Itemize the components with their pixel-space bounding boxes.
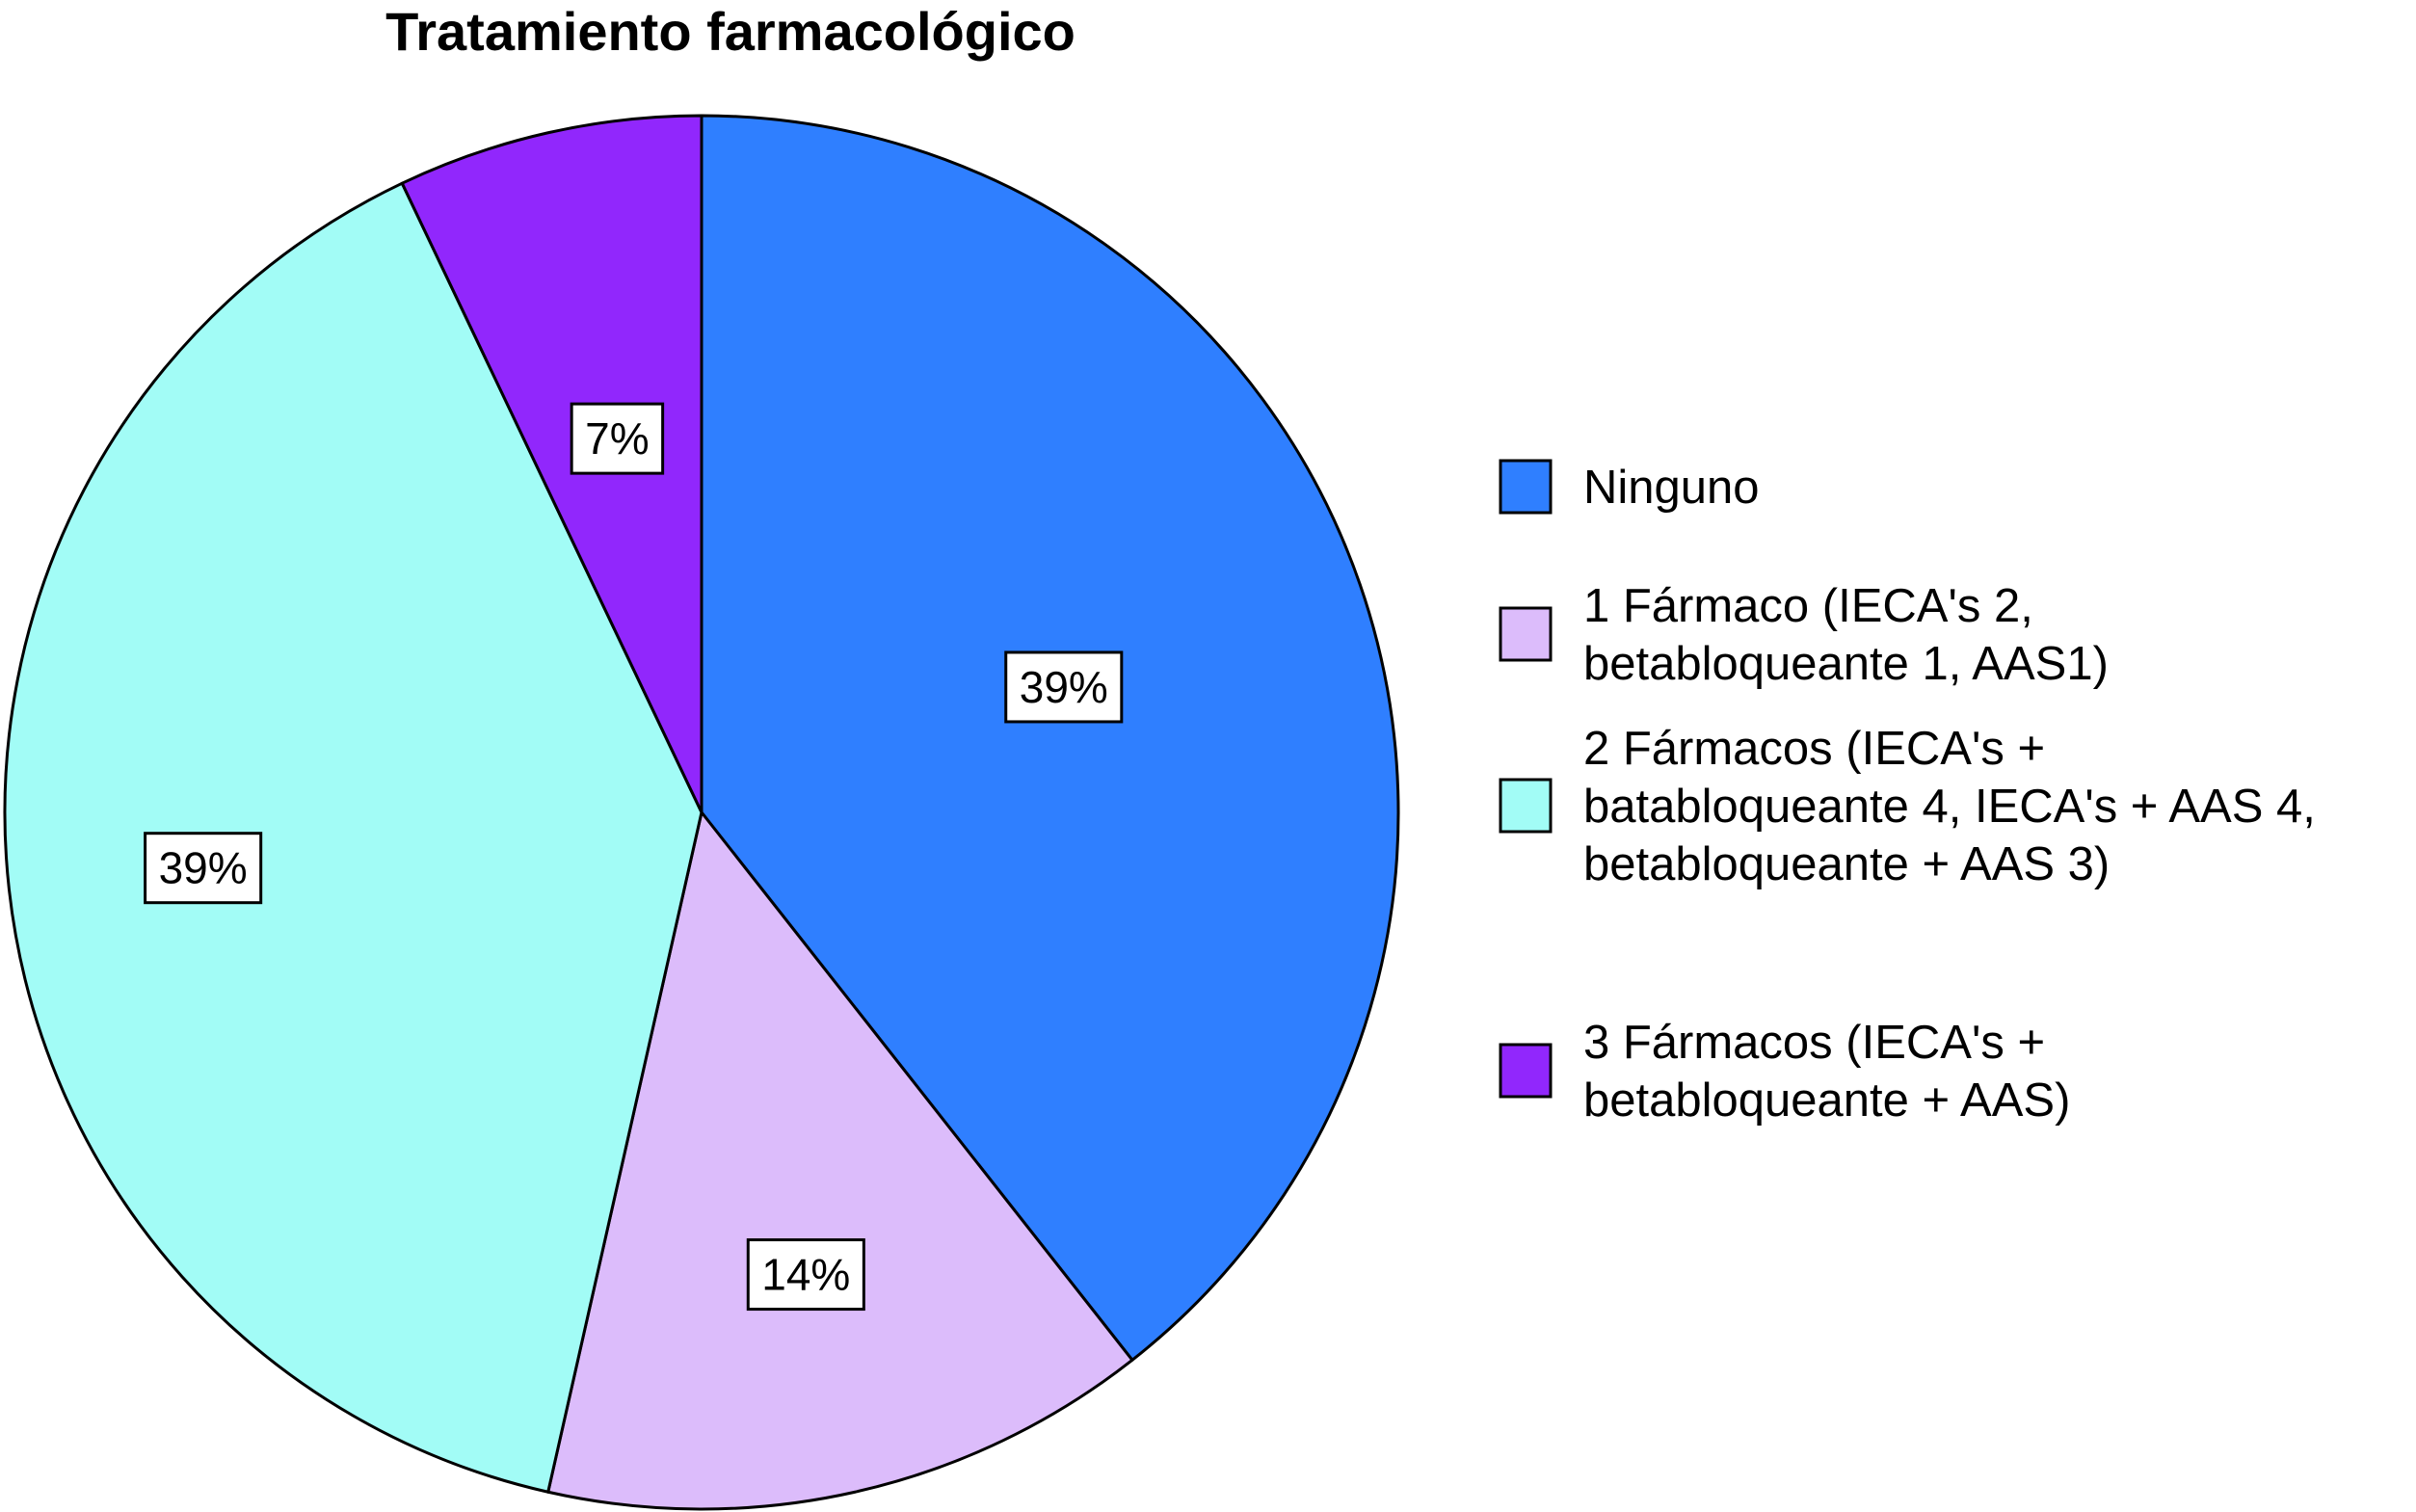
legend: Ninguno 1 Fármaco (IECA's 2, betabloqueant… [1499, 459, 2316, 1127]
pie-slice [700, 114, 1400, 1362]
slice-value-labels: 39% 14% 39% 7% [144, 402, 1124, 1312]
slice-value-text: 14% [761, 1250, 850, 1300]
slice-value-text: 39% [159, 843, 248, 893]
slice-value-text: 7% [585, 413, 649, 464]
slice-value-label: 7% [570, 402, 665, 475]
legend-entry: 1 Fármaco (IECA's 2, betabloqueante 1, AA… [1499, 580, 2109, 690]
pie-slice [546, 810, 1134, 1511]
slice-value-label: 39% [144, 832, 263, 905]
legend-label: 3 Fármacos (IECA's + [1583, 1017, 2045, 1069]
legend-swatch [1499, 778, 1553, 834]
pie-slice [3, 181, 704, 1494]
legend-label: betabloqueante + AAS 3) [1583, 838, 2110, 890]
slice-value-box [746, 1238, 865, 1312]
slice-value-text: 39% [1020, 662, 1108, 712]
legend-entry: Ninguno [1499, 459, 1760, 515]
legend-label: betabloqueante + AAS) [1583, 1074, 2070, 1127]
slice-value-box [144, 832, 263, 905]
pie-slices [3, 114, 1400, 1511]
slice-value-label: 14% [746, 1238, 865, 1312]
legend-entry: 3 Fármacos (IECA's +betabloqueante + AAS… [1499, 1017, 2070, 1127]
legend-label: Ninguno [1583, 462, 1760, 514]
legend-swatch [1499, 459, 1553, 515]
slice-value-box [1004, 650, 1124, 724]
pie-slice [400, 114, 704, 814]
legend-label: 2 Fármacos (IECA's + [1583, 723, 2045, 775]
legend-swatch [1499, 1043, 1553, 1099]
legend-swatch [1499, 606, 1553, 662]
slice-value-box [570, 402, 665, 475]
legend-label: batabloqueante 4, IECA's + AAS 4, [1583, 781, 2316, 833]
legend-entry: 2 Fármacos (IECA's + batabloqueante 4, IE… [1499, 723, 2316, 890]
chart-title: Tratamiento farmacológico [385, 1, 1075, 62]
legend-label: betabloqueante 1, AAS1) [1583, 638, 2109, 690]
slice-value-label: 39% [1004, 650, 1124, 724]
legend-label: 1 Fármaco (IECA's 2, [1583, 580, 2033, 632]
